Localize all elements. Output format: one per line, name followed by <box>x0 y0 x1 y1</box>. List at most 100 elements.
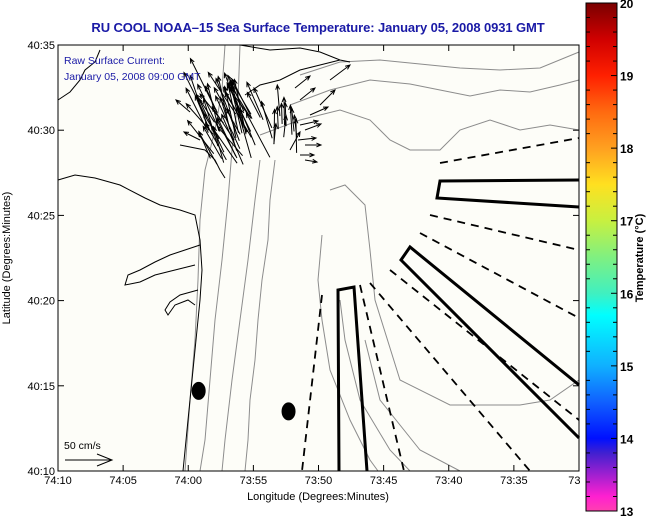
x-tick-label: 74:00 <box>174 475 202 487</box>
radar-beam-boxes <box>336 178 580 472</box>
coastline <box>57 44 351 472</box>
current-vector <box>185 87 209 133</box>
current-vector <box>246 91 261 118</box>
contour-line <box>329 184 580 406</box>
beam-line <box>359 284 405 472</box>
colorbar-ticks: 20 19 18 17 16 15 14 13 <box>586 0 634 518</box>
y-tick-label: 40:15 <box>27 381 55 393</box>
coastline-path <box>57 49 101 101</box>
x-tick-label: 74:10 <box>44 475 72 487</box>
current-vector <box>186 119 215 154</box>
contour-line <box>221 159 261 472</box>
current-vector <box>206 82 219 127</box>
y-tick-label: 40:25 <box>27 210 55 222</box>
current-vector <box>294 75 312 89</box>
x-tick-label: 73:50 <box>305 475 333 487</box>
beam-line <box>429 214 580 251</box>
contour-line <box>199 44 241 472</box>
current-vector <box>297 136 318 141</box>
colorbar-gradient <box>585 2 618 512</box>
scale-arrow-head <box>96 453 114 467</box>
current-vectors <box>175 57 352 165</box>
current-vector <box>304 123 323 131</box>
current-vector <box>224 90 252 138</box>
contour-line <box>259 109 580 151</box>
y-tick-label: 40:20 <box>27 296 55 308</box>
radar-beam-lines <box>301 137 580 472</box>
current-vector <box>246 81 264 121</box>
current-vector <box>215 77 237 131</box>
current-vector <box>305 142 323 148</box>
x-tick-label: 73:45 <box>370 475 398 487</box>
colorbar-label: Temperature (°C) <box>634 213 646 302</box>
station-1-marker <box>191 381 206 400</box>
beam-line <box>301 294 323 472</box>
beam-line <box>389 269 580 421</box>
beam-line <box>419 232 580 319</box>
annotation-line-1: Raw Surface Current: <box>64 55 165 67</box>
current-vector <box>202 112 220 140</box>
current-vector <box>198 130 211 159</box>
current-vector <box>281 96 287 126</box>
x-axis: 74:10 74:05 74:00 73:55 73:50 73:45 73:40 73:35… <box>44 45 580 487</box>
current-vector <box>300 152 316 158</box>
x-tick-label: 73:55 <box>240 475 268 487</box>
coastline-path <box>164 289 199 316</box>
current-vector <box>175 99 191 113</box>
contour-line <box>317 234 379 472</box>
station-markers <box>191 381 296 421</box>
current-vector <box>275 105 280 130</box>
current-vector <box>289 107 295 132</box>
current-vector <box>207 71 237 115</box>
current-vector <box>329 64 352 81</box>
current-vector <box>319 89 336 106</box>
colorbar-tick-label: 16 <box>620 287 634 301</box>
station-2-marker <box>281 402 296 421</box>
current-vector <box>299 87 317 101</box>
current-vector <box>260 100 273 139</box>
contour-line <box>289 79 580 106</box>
plot-background <box>58 45 579 471</box>
x-tick-label: 74:05 <box>109 475 137 487</box>
colorbar-tick-label: 15 <box>620 360 634 374</box>
annotation-line-2: January 05, 2008 09:00 GMT <box>64 71 201 83</box>
beam-box <box>399 244 580 440</box>
y-axis-label: Latitude (Degrees:Minutes) <box>1 192 13 325</box>
beam-box <box>435 178 580 209</box>
scale-arrow <box>65 453 114 467</box>
chart-title: RU COOL NOAA–15 Sea Surface Temperature:… <box>91 20 545 35</box>
scale-arrow-label: 50 cm/s <box>64 440 101 452</box>
current-vector <box>228 87 252 119</box>
colorbar-tick-label: 13 <box>620 505 634 518</box>
current-vector <box>299 119 320 126</box>
current-vector <box>279 102 285 124</box>
colorbar-tick-label: 20 <box>620 0 634 11</box>
current-vector <box>272 108 277 144</box>
map-plot: Raw Surface Current: January 05, 2008 09… <box>1 40 580 503</box>
coastline-path <box>244 59 341 96</box>
beam-line <box>439 137 580 164</box>
y-tick-label: 40:35 <box>27 40 55 52</box>
coastline-path <box>57 174 203 472</box>
current-vector <box>204 121 227 161</box>
y-tick-label: 40:10 <box>27 466 55 478</box>
x-tick-label: 73:35 <box>500 475 528 487</box>
coastline-path <box>124 244 201 286</box>
current-vector <box>304 158 319 164</box>
current-vector <box>202 97 219 147</box>
x-tick-label: 73:40 <box>435 475 463 487</box>
colorbar-tick-label: 18 <box>620 142 634 156</box>
current-vector <box>289 130 301 151</box>
colorbar-tick-label: 17 <box>620 215 634 229</box>
beam-box <box>336 285 369 472</box>
current-vector <box>282 101 288 127</box>
contour-line <box>364 339 461 472</box>
y-tick-label: 40:30 <box>27 125 55 137</box>
coastline-path <box>239 44 351 63</box>
colorbar-tick-label: 19 <box>620 70 634 84</box>
current-vector <box>293 117 299 153</box>
x-axis-label: Longitude (Degrees:Minutes) <box>247 491 389 503</box>
current-vector <box>221 113 244 165</box>
current-vector <box>182 131 201 141</box>
current-vector <box>216 125 243 157</box>
